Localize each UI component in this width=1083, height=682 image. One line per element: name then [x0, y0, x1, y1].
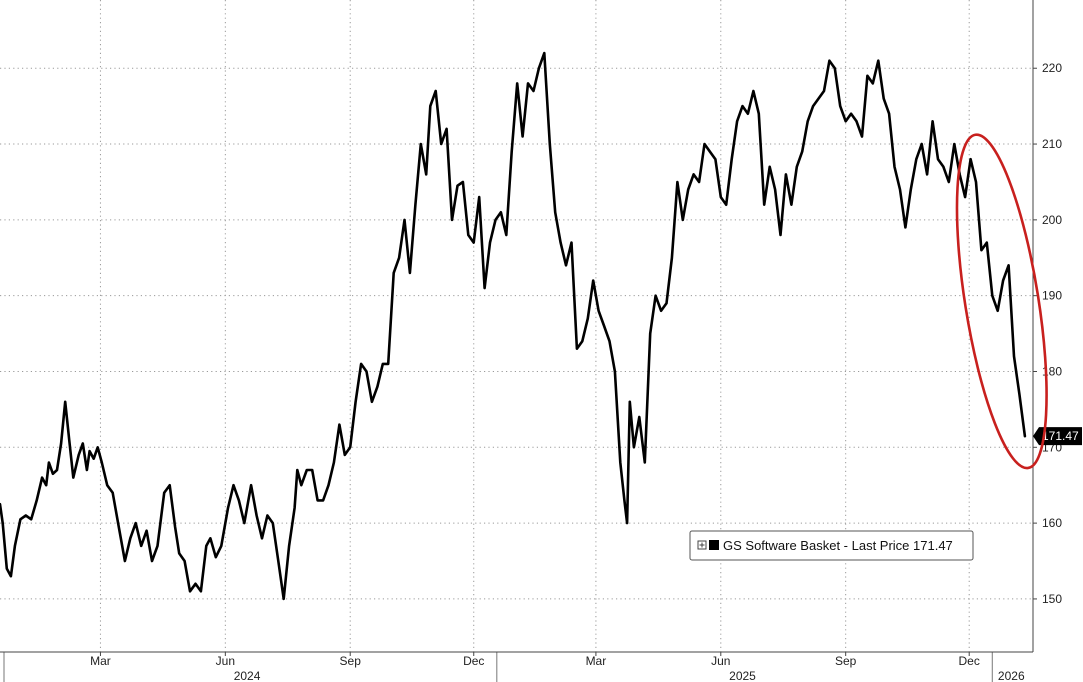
y-tick-label: 210: [1042, 137, 1062, 151]
expand-box-icon[interactable]: [697, 540, 707, 550]
y-tick-label: 190: [1042, 289, 1062, 303]
x-tick-label: Mar: [586, 654, 607, 668]
highlight-ellipse: [955, 133, 1048, 470]
series-layer: [0, 51, 1027, 601]
x-tick-label: Jun: [216, 654, 235, 668]
x-tick-label: Sep: [835, 654, 857, 668]
x-tick-label: Dec: [959, 654, 980, 668]
legend-label: GS Software Basket - Last Price 171.47: [723, 538, 953, 553]
last-price-label: 171.47: [1042, 429, 1079, 443]
year-label: 2026: [998, 669, 1025, 682]
y-tick-label: 150: [1042, 592, 1062, 606]
year-label: 2024: [234, 669, 261, 682]
series-line: [0, 51, 1027, 601]
annotation-layer: [955, 133, 1048, 470]
legend-box: [689, 530, 974, 561]
x-tick-label: Dec: [463, 654, 484, 668]
x-tick-label: Sep: [340, 654, 362, 668]
y-tick-label: 200: [1042, 213, 1062, 227]
last-price-tag: 171.47: [1033, 427, 1082, 446]
x-tick-label: Mar: [90, 654, 111, 668]
x-tick-label: Jun: [711, 654, 730, 668]
y-tick-label: 160: [1042, 516, 1062, 530]
y-tick-label: 220: [1042, 61, 1062, 75]
year-label: 2025: [729, 669, 756, 682]
legend: GS Software Basket - Last Price 171.47: [689, 530, 974, 561]
legend-swatch: [709, 540, 719, 550]
x-axis: Mar Jun Sep Dec Mar Jun Sep Dec 2024 2025 2026: [0, 651, 1033, 682]
